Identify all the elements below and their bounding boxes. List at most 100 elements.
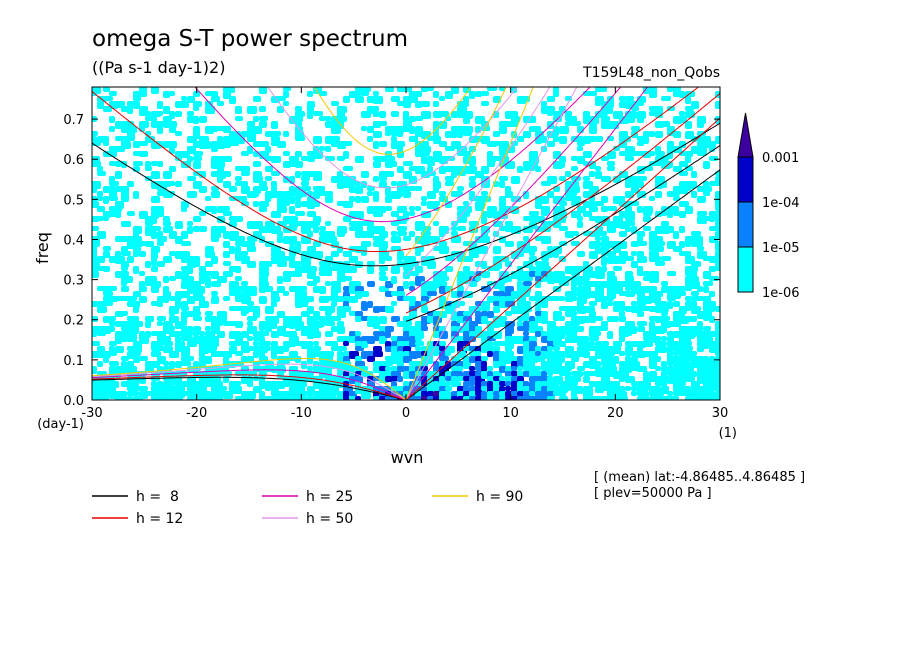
contour-cell xyxy=(265,166,273,172)
contour-cell xyxy=(415,301,421,307)
contour-cell xyxy=(103,151,111,157)
contour-cell xyxy=(535,351,541,356)
contour-cell xyxy=(493,266,500,271)
contour-cell xyxy=(499,196,506,202)
contour-cell xyxy=(205,346,212,353)
contour-cell xyxy=(481,166,489,174)
contour-cell xyxy=(409,136,418,142)
contour-cell xyxy=(481,261,487,269)
contour-cell xyxy=(103,301,113,306)
contour-cell xyxy=(445,201,452,208)
contour-cell xyxy=(541,276,547,282)
y-tick-label: 0.3 xyxy=(63,274,84,289)
contour-cell xyxy=(391,276,397,284)
contour-cell xyxy=(571,356,579,362)
contour-cell xyxy=(145,221,153,226)
contour-cell xyxy=(589,301,597,306)
contour-cell xyxy=(325,196,333,203)
contour-cell xyxy=(661,181,667,188)
contour-cell xyxy=(655,131,663,138)
contour-cell xyxy=(109,126,115,132)
contour-cell xyxy=(637,191,646,198)
contour-cell xyxy=(92,241,100,247)
dispersion-curve xyxy=(405,87,551,277)
contour-cell xyxy=(493,246,501,254)
contour-cell xyxy=(703,186,712,192)
contour-cell xyxy=(673,351,679,356)
contour-cell xyxy=(667,226,674,233)
contour-cell xyxy=(229,306,236,311)
contour-cell xyxy=(271,121,278,129)
contour-cell xyxy=(217,136,223,142)
contour-cell xyxy=(403,281,409,289)
power-contours xyxy=(92,87,720,400)
contour-cell xyxy=(211,316,217,322)
contour-cell xyxy=(457,186,464,191)
contour-cell xyxy=(697,376,704,384)
dispersion-curve xyxy=(405,169,720,400)
contour-cell xyxy=(703,341,709,349)
contour-cell xyxy=(523,216,531,221)
contour-cell xyxy=(577,251,585,257)
contour-cell xyxy=(673,131,681,138)
contour-cell xyxy=(343,151,349,159)
contour-cell xyxy=(313,136,322,144)
contour-cell xyxy=(319,146,325,151)
contour-cell xyxy=(307,366,313,371)
contour-cell xyxy=(715,246,720,251)
contour-cell xyxy=(565,121,572,126)
contour-cell xyxy=(601,301,608,309)
contour-cell xyxy=(307,386,315,392)
contour-cell xyxy=(559,341,566,347)
contour-cell xyxy=(667,87,673,92)
contour-cell xyxy=(565,386,571,391)
contour-cell xyxy=(349,196,355,202)
contour-cell xyxy=(421,211,431,218)
contour-cell xyxy=(385,256,392,261)
contour-cell xyxy=(289,216,298,222)
contour-cell xyxy=(259,296,267,304)
contour-cell xyxy=(163,341,173,346)
contour-cell xyxy=(283,91,289,98)
contour-cell xyxy=(565,171,571,177)
contour-cell xyxy=(433,136,441,144)
contour-cell xyxy=(235,381,241,386)
contour-cell xyxy=(223,261,231,266)
contour-cell xyxy=(157,396,165,400)
contour-cell xyxy=(259,276,268,282)
contour-cell xyxy=(571,166,578,171)
contour-cell xyxy=(403,87,412,92)
contour-cell xyxy=(409,211,415,216)
contour-cell xyxy=(421,371,428,376)
contour-cell xyxy=(385,281,393,288)
contour-cell xyxy=(343,286,350,291)
contour-cell xyxy=(169,111,175,119)
contour-cell xyxy=(505,301,515,307)
contour-cell xyxy=(325,221,331,226)
contour-cell xyxy=(625,226,631,232)
contour-cell xyxy=(487,396,493,400)
contour-cell xyxy=(475,246,482,254)
contour-cell xyxy=(127,136,135,141)
contour-cell xyxy=(367,186,375,191)
contour-cell xyxy=(109,361,119,366)
contour-cell xyxy=(715,266,720,271)
contour-cell xyxy=(259,186,268,191)
contour-cell xyxy=(469,381,475,386)
contour-cell xyxy=(631,306,639,313)
contour-cell xyxy=(409,336,416,342)
contour-cell xyxy=(517,366,523,371)
contour-cell xyxy=(613,356,619,364)
dispersion-curve xyxy=(405,145,720,322)
contour-cell xyxy=(451,381,461,387)
contour-cell xyxy=(715,231,720,239)
contour-cell xyxy=(151,196,160,203)
contour-cell xyxy=(163,256,172,263)
contour-cell xyxy=(139,286,147,292)
contour-cell xyxy=(535,331,541,337)
contour-cell xyxy=(523,326,530,331)
contour-cell xyxy=(313,276,320,283)
contour-cell xyxy=(169,251,176,256)
contour-cell xyxy=(205,336,212,342)
contour-cell xyxy=(97,171,106,176)
